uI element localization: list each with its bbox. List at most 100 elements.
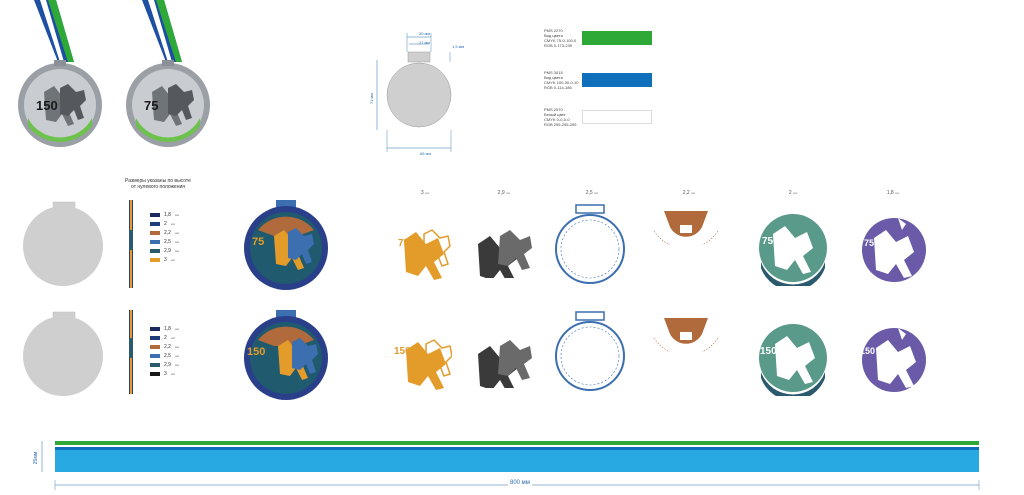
green-swatch xyxy=(582,31,652,45)
layer-value: 3 xyxy=(164,257,167,263)
medal-renders: 150 75 xyxy=(18,0,210,147)
medal-150-silver xyxy=(18,60,102,147)
teal-75-badge: 75 xyxy=(762,236,774,247)
layer-unit: мм xyxy=(174,240,180,244)
layer-chip xyxy=(150,231,160,235)
layers-caption: Размеры указаны по высоте от нулевого по… xyxy=(118,178,198,190)
blue-line4: RGB 0-114-186 xyxy=(544,85,572,90)
layer-copper-arc-2 xyxy=(653,318,719,352)
layer-blue-ring-2 xyxy=(555,311,625,391)
layer-chip xyxy=(150,249,160,253)
layer-unit: мм xyxy=(174,363,180,367)
layer-chip xyxy=(150,240,160,244)
white-line1: PMS 2070 xyxy=(544,107,563,112)
layer-chip xyxy=(150,222,160,226)
col-height-5: 2 мм xyxy=(778,190,808,196)
col-height-4: 2,2 мм xyxy=(674,190,704,196)
white-line4: RGB 255-255-255 xyxy=(544,122,577,127)
layers-caption-line2: от нулевого положения xyxy=(131,184,185,190)
layer-blue-ring xyxy=(555,204,625,284)
ribbon-height-label: 25мм xyxy=(33,451,40,465)
layer-teal-disc xyxy=(759,214,827,286)
teal-150-badge: 150 xyxy=(760,346,777,357)
purple-150-badge: 150 xyxy=(860,346,876,356)
col-height-3: 2,5 мм xyxy=(577,190,607,196)
col-height-unit: мм xyxy=(425,191,430,195)
blue-line3: CMYK 100-30-0-10 xyxy=(544,80,579,85)
side-profile-bottom xyxy=(129,310,133,394)
layer-value: 2,9 xyxy=(164,362,171,368)
col-height-value: 1,8 xyxy=(886,190,894,196)
col-height-unit: мм xyxy=(691,191,696,195)
layer-chip xyxy=(150,345,160,349)
layer-unit: мм xyxy=(170,372,175,376)
composite-medal-75 xyxy=(244,200,328,290)
layer-value: 1,8 xyxy=(164,212,171,218)
col-height-value: 3 xyxy=(420,190,424,196)
dimension-drawing xyxy=(376,33,452,152)
layer-unit: мм xyxy=(174,354,180,358)
purple-75-badge: 75 xyxy=(864,238,875,248)
col-height-1: 3 мм xyxy=(410,190,440,196)
layer-purple-disc xyxy=(862,218,926,282)
layer-unit: мм xyxy=(174,345,180,349)
orange-150-badge: 150 xyxy=(394,346,411,357)
col-height-unit: мм xyxy=(506,191,511,195)
col-height-value: 2,2 xyxy=(682,190,690,196)
orange-75-badge: 75 xyxy=(398,238,410,249)
layer-chip xyxy=(150,258,160,262)
layers-caption-line1: Размеры указаны по высоте xyxy=(125,178,191,184)
col-height-value: 2,9 xyxy=(497,190,505,196)
layer-value: 2,2 xyxy=(164,344,171,350)
dim-height: 71 мм xyxy=(369,92,375,105)
layer-unit: мм xyxy=(174,327,180,331)
layer-chip xyxy=(150,354,160,358)
medal-75-silver xyxy=(126,60,210,147)
composite-150-badge: 150 xyxy=(247,346,266,358)
layer-chip xyxy=(150,372,160,376)
layer-value: 2,5 xyxy=(164,353,171,359)
layer-unit: мм xyxy=(174,231,180,235)
composite-75-badge: 75 xyxy=(252,236,265,248)
layer-grey-runners-2 xyxy=(478,340,532,388)
ribbon-green-stripe xyxy=(55,441,979,445)
green-line1: PMS 2270 xyxy=(544,28,563,33)
green-line4: RGB 0-173-239 xyxy=(544,43,573,48)
ribbon-white-stripe xyxy=(55,445,979,447)
layer-unit: мм xyxy=(170,258,175,262)
composite-medal-150 xyxy=(244,310,328,400)
side-profile-top xyxy=(129,200,133,288)
layer-copper-arc xyxy=(653,211,719,245)
green-line3: CMYK 75-0-100-0 xyxy=(544,38,577,43)
col-height-value: 2 xyxy=(788,190,792,196)
medal-75-badge: 75 xyxy=(144,98,158,113)
green-line2: Вид цвета xyxy=(544,33,563,38)
blank-medal-top xyxy=(23,201,103,286)
layer-grey-runners xyxy=(478,230,532,278)
layer-orange-runners-2 xyxy=(406,339,452,390)
layer-chip xyxy=(150,363,160,367)
medal-150-badge: 150 xyxy=(36,98,58,113)
layer-orange-runners xyxy=(404,229,451,280)
layer-value: 2,9 xyxy=(164,248,171,254)
ribbon-blue-stripe xyxy=(55,447,979,450)
ribbon-cyan-body xyxy=(55,450,979,472)
medal-2-ribbon xyxy=(142,0,182,62)
dim-tab-height: 1,5 мм xyxy=(452,44,465,49)
layer-unit: мм xyxy=(174,249,180,253)
white-line3: CMYK 0-0-0-0 xyxy=(544,117,570,122)
blue-swatch xyxy=(582,73,652,87)
col-height-2: 2,9 мм xyxy=(489,190,519,196)
layer-unit: мм xyxy=(174,213,180,217)
white-line2: Белый цвет xyxy=(544,112,566,117)
layer-value: 1,8 xyxy=(164,326,171,332)
blue-line1: PMS 3015 xyxy=(544,70,563,75)
dim-diameter: 65 мм xyxy=(420,151,432,156)
blank-medal-bottom xyxy=(23,311,103,396)
layer-unit: мм xyxy=(170,222,175,226)
layer-chip xyxy=(150,327,160,331)
layer-chip xyxy=(150,213,160,217)
medal-1-ribbon xyxy=(34,0,74,62)
layer-value: 2,5 xyxy=(164,239,171,245)
blue-line2: Вид цвета xyxy=(544,75,563,80)
